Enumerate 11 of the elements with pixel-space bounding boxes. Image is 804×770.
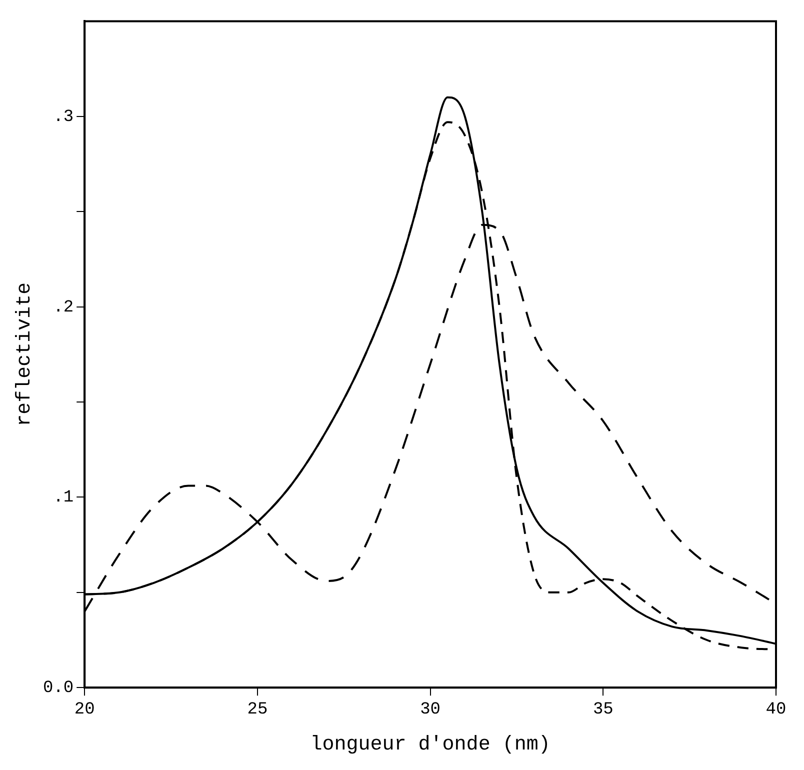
x-tick-label: 40 — [766, 700, 786, 720]
y-tick-label: .1 — [53, 488, 74, 508]
x-tick-label: 25 — [247, 700, 268, 720]
y-tick-label: 0.0 — [42, 679, 74, 698]
x-tick-label: 20 — [74, 700, 95, 720]
y-tick-label: .3 — [53, 108, 74, 127]
y-axis-title: reflectivite — [13, 282, 36, 426]
x-tick-label: 35 — [592, 700, 614, 720]
x-axis-title: longueur d'onde (nm) — [310, 733, 550, 756]
y-tick-label: .2 — [53, 298, 74, 318]
x-tick-label: 30 — [420, 700, 441, 720]
